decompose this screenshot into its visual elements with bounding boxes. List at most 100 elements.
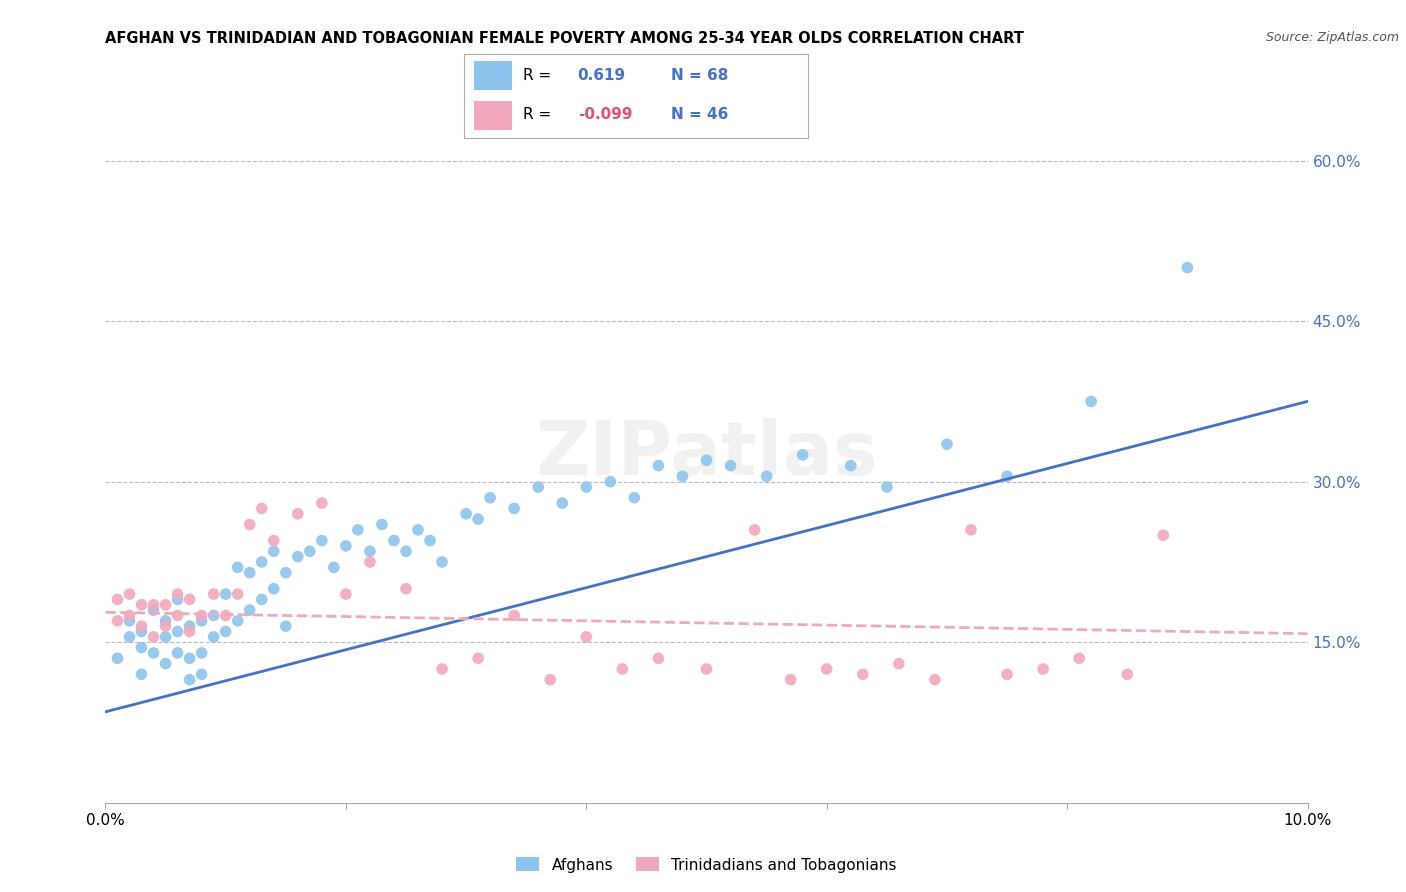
Point	[274, 619, 297, 633]
Point	[744, 523, 766, 537]
Text: AFGHAN VS TRINIDADIAN AND TOBAGONIAN FEMALE POVERTY AMONG 25-34 YEAR OLDS CORREL: AFGHAN VS TRINIDADIAN AND TOBAGONIAN FEM…	[105, 31, 1025, 46]
Point	[311, 533, 333, 548]
Point	[503, 608, 526, 623]
Point	[142, 603, 165, 617]
Point	[166, 592, 188, 607]
Point	[274, 566, 297, 580]
Text: N = 46: N = 46	[671, 107, 728, 121]
Point	[202, 587, 225, 601]
Point	[839, 458, 862, 473]
Point	[179, 651, 201, 665]
Point	[467, 651, 489, 665]
Point	[155, 614, 177, 628]
Text: ZIPatlas: ZIPatlas	[536, 418, 877, 491]
Point	[214, 587, 236, 601]
Point	[179, 592, 201, 607]
Point	[647, 651, 669, 665]
Point	[155, 657, 177, 671]
Text: Source: ZipAtlas.com: Source: ZipAtlas.com	[1265, 31, 1399, 45]
Point	[671, 469, 693, 483]
Point	[792, 448, 814, 462]
Point	[179, 673, 201, 687]
Point	[179, 624, 201, 639]
Point	[467, 512, 489, 526]
Point	[852, 667, 875, 681]
Point	[406, 523, 429, 537]
Point	[226, 587, 249, 601]
FancyBboxPatch shape	[474, 62, 512, 90]
Point	[335, 539, 357, 553]
Point	[166, 587, 188, 601]
Point	[1116, 667, 1139, 681]
Point	[359, 555, 381, 569]
Point	[1069, 651, 1091, 665]
Point	[239, 566, 262, 580]
Point	[382, 533, 405, 548]
Point	[190, 667, 212, 681]
Point	[239, 517, 262, 532]
Point	[239, 603, 262, 617]
Point	[131, 667, 153, 681]
Point	[142, 630, 165, 644]
Point	[395, 582, 418, 596]
Point	[612, 662, 634, 676]
Point	[599, 475, 621, 489]
Point	[503, 501, 526, 516]
Point	[696, 453, 718, 467]
Point	[250, 592, 273, 607]
Point	[226, 614, 249, 628]
Point	[155, 630, 177, 644]
Point	[887, 657, 910, 671]
Point	[815, 662, 838, 676]
Point	[166, 624, 188, 639]
Point	[960, 523, 983, 537]
Legend: Afghans, Trinidadians and Tobagonians: Afghans, Trinidadians and Tobagonians	[510, 851, 903, 879]
Point	[190, 614, 212, 628]
Point	[779, 673, 801, 687]
Point	[202, 608, 225, 623]
Point	[214, 608, 236, 623]
Point	[924, 673, 946, 687]
Point	[647, 458, 669, 473]
Text: N = 68: N = 68	[671, 68, 728, 83]
Point	[263, 533, 285, 548]
Point	[1032, 662, 1054, 676]
Point	[142, 646, 165, 660]
Point	[131, 624, 153, 639]
Point	[250, 501, 273, 516]
FancyBboxPatch shape	[474, 101, 512, 130]
Point	[575, 480, 598, 494]
Point	[755, 469, 778, 483]
Point	[118, 587, 141, 601]
Point	[696, 662, 718, 676]
Point	[371, 517, 394, 532]
Point	[142, 598, 165, 612]
Point	[876, 480, 898, 494]
Text: R =: R =	[523, 107, 551, 121]
Point	[335, 587, 357, 601]
Point	[190, 608, 212, 623]
Text: -0.099: -0.099	[578, 107, 633, 121]
Point	[720, 458, 742, 473]
Point	[287, 549, 309, 564]
Point	[479, 491, 502, 505]
Point	[202, 630, 225, 644]
Point	[995, 667, 1018, 681]
Point	[623, 491, 645, 505]
Point	[538, 673, 561, 687]
Point	[107, 592, 129, 607]
Point	[347, 523, 370, 537]
Point	[226, 560, 249, 574]
Point	[131, 619, 153, 633]
Point	[118, 608, 141, 623]
Point	[179, 619, 201, 633]
Point	[107, 614, 129, 628]
Point	[395, 544, 418, 558]
Point	[155, 598, 177, 612]
Point	[107, 651, 129, 665]
Point	[263, 582, 285, 596]
Point	[298, 544, 321, 558]
Point	[287, 507, 309, 521]
Point	[322, 560, 344, 574]
Point	[311, 496, 333, 510]
